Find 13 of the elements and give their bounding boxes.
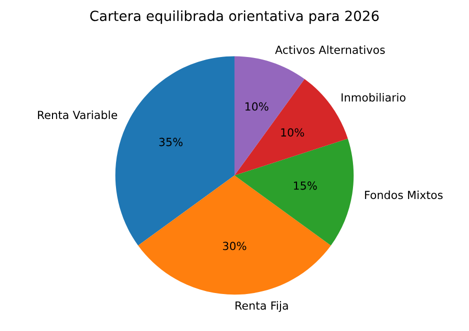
slice-label: Inmobiliario (342, 93, 406, 102)
data-label: 10% (281, 128, 304, 137)
pie-slice (234, 56, 305, 176)
slice-label: Fondos Mixtos (365, 190, 443, 200)
slice-label: Renta Variable (38, 110, 118, 120)
slice-label: Renta Fija (236, 301, 288, 312)
data-label: 15% (294, 181, 317, 190)
chart-title: Cartera equilibrada orientativa para 2026 (90, 10, 379, 24)
slice-label: Activos Alternativos (275, 45, 385, 54)
pie-slice (138, 175, 331, 295)
data-label: 35% (159, 138, 183, 146)
data-label: 30% (223, 242, 246, 250)
data-label: 10% (245, 102, 268, 111)
